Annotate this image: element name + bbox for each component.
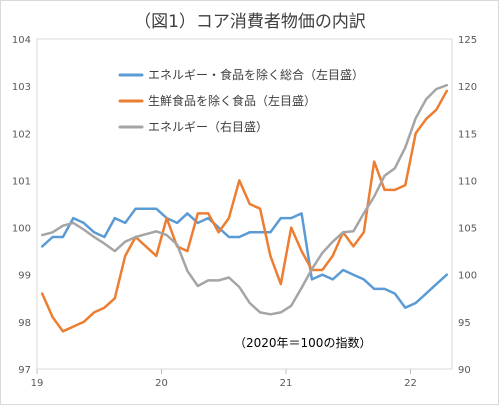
chart-title: （図1）コア消費者物価の内訳	[134, 12, 366, 32]
x-tick-label: 21	[280, 378, 293, 389]
series-line-2	[40, 89, 449, 333]
y-right-tick-label: 100	[458, 271, 477, 282]
y-right-tick-label: 125	[458, 35, 477, 46]
y-right-tick-label: 90	[458, 365, 471, 376]
x-tick-label: 20	[155, 378, 168, 389]
series-line-1	[40, 207, 449, 309]
y-right-tick-label: 95	[458, 318, 471, 329]
y-left-tick-label: 99	[18, 271, 31, 282]
y-right-tick-label: 115	[458, 129, 477, 140]
chart-annotation: （2020年＝100の指数）	[234, 335, 371, 350]
legend-label: エネルギー（右目盛）	[148, 119, 268, 134]
legend-label: エネルギー・食品を除く総合（左目盛）	[148, 67, 364, 82]
y-right-tick-label: 110	[458, 176, 477, 187]
x-tick-label: 19	[31, 378, 44, 389]
y-left-tick-label: 103	[12, 82, 31, 93]
y-left-tick-label: 102	[12, 129, 31, 140]
legend-label: 生鮮食品を除く食品（左目盛）	[148, 93, 316, 108]
y-right-tick-label: 120	[458, 82, 477, 93]
y-left-tick-label: 100	[12, 224, 31, 235]
x-tick-label: 22	[404, 378, 417, 389]
y-left-tick-label: 97	[18, 365, 31, 376]
y-left-tick-label: 101	[12, 176, 31, 187]
y-right-tick-label: 105	[458, 224, 477, 235]
plot-area-border	[36, 38, 453, 370]
y-left-tick-label: 98	[18, 318, 31, 329]
series-line-3	[40, 83, 449, 316]
y-left-tick-label: 104	[12, 35, 31, 46]
